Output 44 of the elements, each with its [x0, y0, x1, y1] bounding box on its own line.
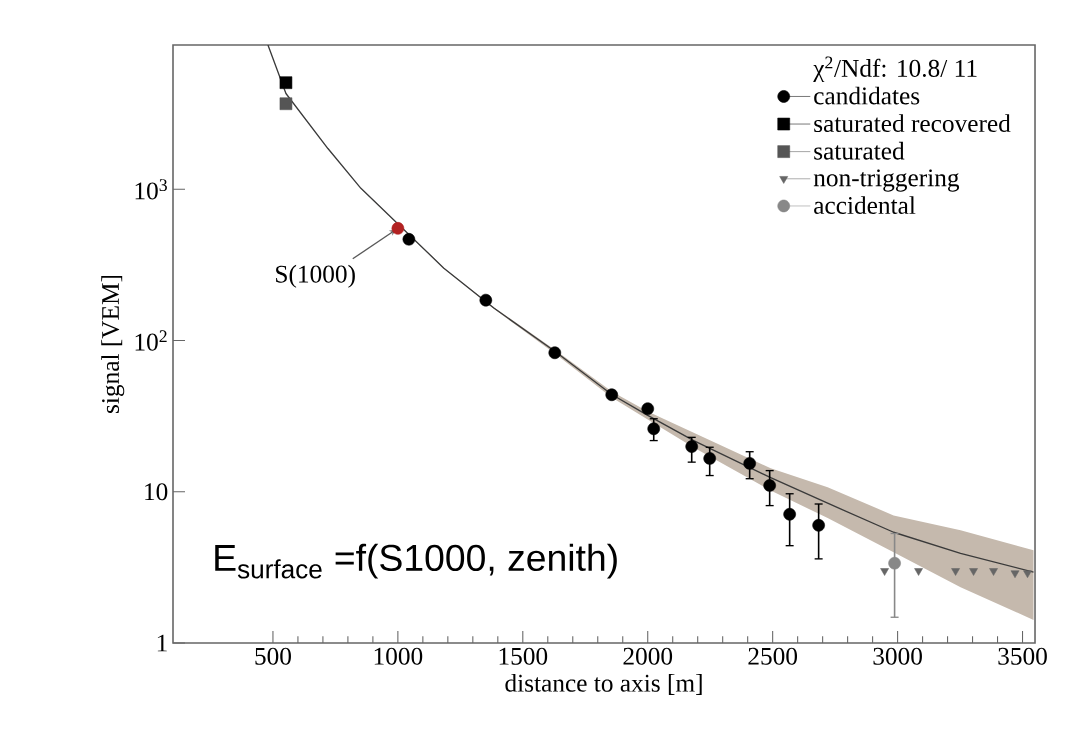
legend-label: accidental — [814, 196, 916, 214]
point — [647, 422, 660, 436]
point — [605, 388, 619, 402]
point — [914, 568, 923, 576]
point — [479, 293, 493, 307]
point — [763, 479, 776, 492]
point — [880, 568, 889, 576]
point — [685, 440, 698, 453]
point — [391, 222, 405, 235]
y-tick-label: 10 — [145, 483, 168, 501]
point — [703, 452, 716, 465]
legend-label: candidates — [814, 86, 920, 105]
y-tick-label: 10$^{2}$ — [135, 330, 167, 351]
x-tick-label: 3500 — [998, 647, 1047, 665]
point — [641, 402, 655, 416]
point — [989, 568, 998, 576]
y-tick-label: 10$^{3}$ — [135, 179, 167, 200]
x-tick-label: 2500 — [748, 647, 798, 665]
x-tick-label: 2000 — [623, 647, 673, 665]
legend-label: saturated recovered — [814, 114, 1011, 133]
point — [279, 97, 293, 110]
annotation: S(1000) — [276, 264, 355, 288]
point — [1023, 570, 1032, 579]
point — [888, 556, 901, 570]
legend-title: χ$^{2}$/Ndf: 10.8/ 11 — [813, 56, 977, 83]
x-axis-title: distance to axis [m] — [505, 673, 702, 695]
legend-label: non-triggering — [813, 169, 960, 192]
point — [969, 568, 978, 576]
x-tick-label: 500 — [255, 647, 291, 665]
legend-label: saturated — [814, 141, 905, 160]
point — [783, 508, 796, 521]
point — [279, 76, 293, 89]
x-tick-label: 1500 — [499, 647, 548, 665]
point — [1010, 570, 1020, 579]
point — [951, 568, 960, 576]
x-tick-label: 1000 — [374, 647, 423, 665]
annotation: E$_{surface}$ =f(S1000, zenith) — [215, 543, 617, 579]
y-axis-title: signal [VEM] — [101, 275, 125, 413]
point — [548, 346, 562, 360]
point — [402, 233, 416, 246]
point — [812, 519, 825, 532]
y-tick-label: 1 — [157, 634, 167, 652]
x-tick-label: 3000 — [873, 647, 922, 665]
point — [743, 457, 756, 470]
